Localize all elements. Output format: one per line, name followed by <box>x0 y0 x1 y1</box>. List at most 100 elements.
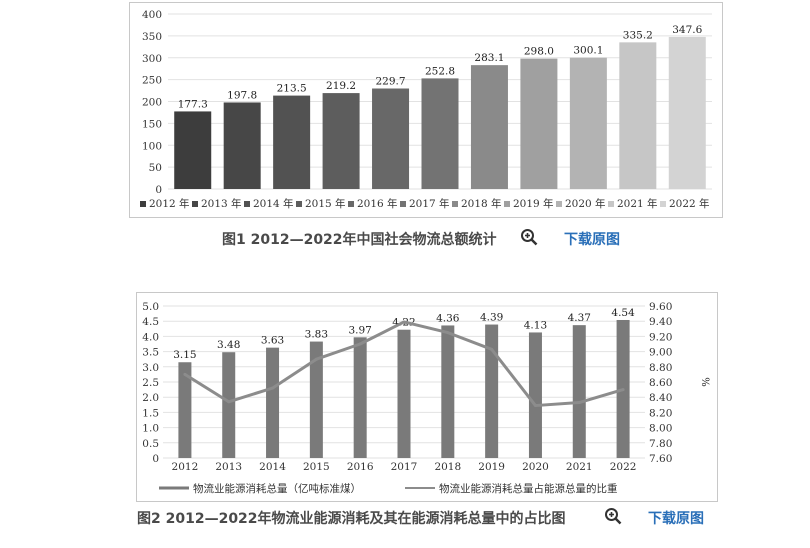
legend-label: 2016 年 <box>357 197 398 210</box>
figure2-download-link[interactable]: 下载原图 <box>648 511 704 527</box>
legend-label: 物流业能源消耗总量占能源总量的比重 <box>439 482 618 495</box>
figure1-chart: 0 50 100 150 200 250 300 350 400 177.3 197.8 213.5 2… <box>140 9 712 210</box>
data-label: 252.8 <box>425 65 455 77</box>
data-label: 3.97 <box>348 324 371 336</box>
bar <box>619 42 657 189</box>
x-tick-label: 2022 <box>610 461 637 473</box>
y-tick-label: 100 <box>142 140 162 152</box>
zoom-in-icon[interactable] <box>520 228 538 246</box>
legend-swatch <box>608 201 614 207</box>
bar <box>397 329 411 458</box>
y-right-axis-label: % <box>699 377 710 387</box>
legend-swatch <box>140 201 146 207</box>
legend-label: 物流业能源消耗总量（亿吨标准煤） <box>193 482 361 495</box>
x-tick-label: 2020 <box>522 461 549 473</box>
y-left-tick-label: 2.5 <box>142 377 159 389</box>
y-left-tick-label: 4.0 <box>142 331 159 343</box>
legend-swatch <box>504 201 510 207</box>
y-right-tick-label: 8.60 <box>649 377 672 389</box>
data-label: 298.0 <box>524 46 554 58</box>
data-label: 4.37 <box>568 312 591 324</box>
y-right-tick-label: 9.60 <box>649 301 672 313</box>
y-right-tick-label: 8.80 <box>649 362 672 374</box>
data-label: 3.48 <box>217 339 240 351</box>
y-left-tick-label: 4.5 <box>142 316 159 328</box>
bar <box>485 324 499 458</box>
line-point <box>577 401 581 405</box>
bar <box>470 65 508 189</box>
y-left-tick-label: 1.5 <box>142 407 159 419</box>
bar <box>668 36 706 189</box>
data-label: 347.6 <box>672 24 702 36</box>
figure2-caption: 图2 2012—2022年物流业能源消耗及其在能源消耗总量中的占比图 <box>137 511 566 527</box>
y-tick-label: 150 <box>142 118 162 130</box>
figure2-chart: 0 0.5 1.0 1.5 2.0 2.5 3.0 3.5 4.0 4.5 5.0 7.60 7.80 8… <box>142 301 710 495</box>
figure1-panel: 0 50 100 150 200 250 300 350 400 177.3 197.8 213.5 2… <box>129 2 723 218</box>
zoom-in-icon[interactable] <box>604 507 622 525</box>
y-left-tick-label: 1.0 <box>142 423 159 435</box>
y-left-tick-label: 0 <box>152 453 159 465</box>
y-right-tick-label: 7.60 <box>649 453 672 465</box>
y-left-tick-label: 0.5 <box>142 438 159 450</box>
bar <box>222 352 236 458</box>
y-tick-label: 250 <box>142 75 162 87</box>
data-label: 283.1 <box>474 52 504 64</box>
legend-swatch <box>660 201 666 207</box>
x-tick-label: 2015 <box>303 461 330 473</box>
x-tick-label: 2012 <box>172 461 199 473</box>
bar <box>572 325 586 458</box>
legend-label: 2013 年 <box>201 197 242 210</box>
bar <box>528 332 542 458</box>
data-label: 3.83 <box>305 329 328 341</box>
bar <box>266 347 280 458</box>
y-tick-label: 50 <box>149 162 162 174</box>
legend-swatch <box>400 201 406 207</box>
bar <box>322 93 360 189</box>
y-left-tick-label: 5.0 <box>142 301 159 313</box>
legend-label: 2022 年 <box>669 197 710 210</box>
legend-swatch <box>244 201 250 207</box>
data-label: 3.15 <box>173 349 196 361</box>
data-label: 4.13 <box>524 319 547 331</box>
bar <box>372 88 410 189</box>
line-point <box>314 357 318 361</box>
legend-swatch <box>192 201 198 207</box>
x-tick-label: 2017 <box>391 461 418 473</box>
data-label: 219.2 <box>326 80 356 92</box>
bar <box>174 111 212 189</box>
y-left-tick-label: 3.5 <box>142 347 159 359</box>
data-label: 4.39 <box>480 312 503 324</box>
x-tick-label: 2021 <box>566 461 593 473</box>
y-right-tick-label: 9.00 <box>649 347 672 359</box>
bar <box>569 57 607 189</box>
legend-swatch <box>348 201 354 207</box>
x-tick-label: 2018 <box>434 461 461 473</box>
legend-label: 2020 年 <box>565 197 606 210</box>
x-tick-label: 2014 <box>259 461 286 473</box>
data-label: 213.5 <box>277 83 307 95</box>
line-point <box>183 372 187 376</box>
bar <box>441 325 455 458</box>
y-right-tick-label: 7.80 <box>649 438 672 450</box>
y-right-tick-label: 8.00 <box>649 423 672 435</box>
legend-label: 2015 年 <box>305 197 346 210</box>
line-point <box>402 320 406 324</box>
line-point <box>358 342 362 346</box>
line-point <box>446 331 450 335</box>
data-label: 3.63 <box>261 335 284 347</box>
bar <box>178 362 192 458</box>
figure1-caption: 图1 2012—2022年中国社会物流总额统计 <box>222 232 497 248</box>
legend-label: 2018 年 <box>461 197 502 210</box>
data-label: 177.3 <box>178 98 208 110</box>
y-tick-label: 350 <box>142 31 162 43</box>
y-right-tick-label: 9.20 <box>649 331 672 343</box>
figure1-download-link[interactable]: 下载原图 <box>564 232 620 248</box>
line-point <box>227 400 231 404</box>
y-right-tick-label: 8.20 <box>649 407 672 419</box>
data-label: 4.36 <box>436 312 460 324</box>
legend-label: 2012 年 <box>149 197 190 210</box>
data-label: 300.1 <box>573 45 603 57</box>
y-left-tick-label: 2.0 <box>142 392 159 404</box>
x-tick-label: 2013 <box>215 461 242 473</box>
legend-swatch <box>556 201 562 207</box>
